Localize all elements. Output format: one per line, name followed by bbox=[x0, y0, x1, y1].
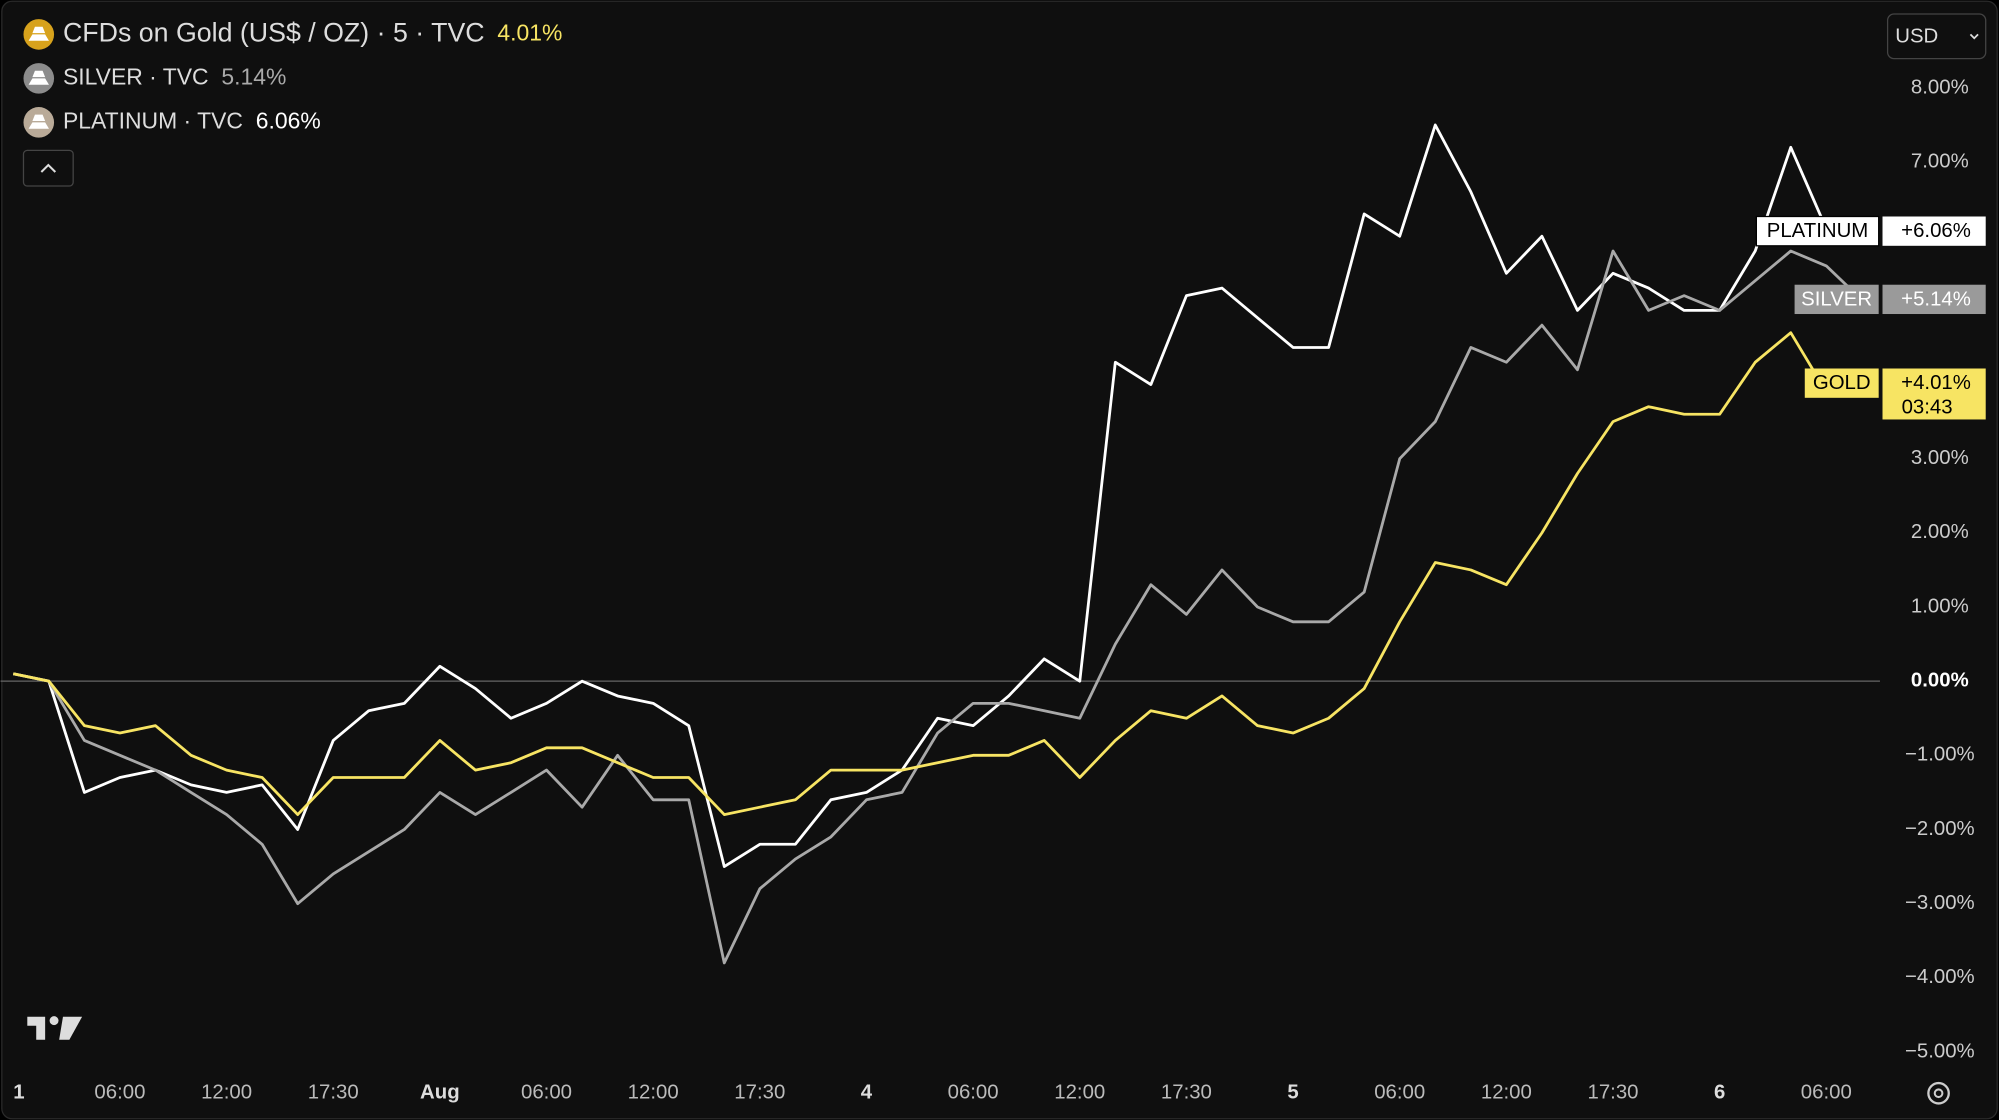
legend-name: SILVER · TVC bbox=[63, 63, 209, 89]
y-tick-label: −5.00% bbox=[1905, 1040, 1975, 1062]
y-tick-label: −2.00% bbox=[1905, 818, 1975, 840]
y-tick-label: 2.00% bbox=[1911, 521, 1969, 543]
legend-icon bbox=[23, 63, 55, 94]
tag-value-box bbox=[1882, 216, 1986, 246]
y-tick-label: 3.00% bbox=[1911, 447, 1969, 469]
x-tick-label: 06:00 bbox=[94, 1082, 145, 1104]
y-tick-label: −3.00% bbox=[1905, 892, 1975, 914]
currency-dropdown[interactable]: USD bbox=[1886, 13, 1987, 60]
collapse-button[interactable] bbox=[22, 149, 74, 187]
legend: CFDs on Gold (US$ / OZ) · 5 · TVC 4.01% SI… bbox=[23, 17, 562, 138]
x-tick-label: 1 bbox=[13, 1082, 24, 1104]
legend-label: SILVER · TVC 5.14% bbox=[63, 63, 286, 89]
x-tick-label: 06:00 bbox=[521, 1082, 572, 1104]
x-tick-label: 12:00 bbox=[201, 1082, 252, 1104]
x-tick-label: 12:00 bbox=[1054, 1082, 1105, 1104]
tag-name: SILVER bbox=[1801, 288, 1872, 310]
x-tick-label: 12:00 bbox=[1481, 1082, 1532, 1104]
legend-icon-bars bbox=[28, 70, 49, 85]
legend-change: 5.14% bbox=[221, 63, 286, 89]
x-tick-label: 06:00 bbox=[948, 1082, 999, 1104]
legend-icon-bars bbox=[28, 114, 49, 129]
x-tick-label: 06:00 bbox=[1801, 1082, 1852, 1104]
series-line bbox=[13, 249, 1863, 965]
legend-name: CFDs on Gold (US$ / OZ) · 5 · TVC bbox=[63, 17, 485, 47]
tag-value: +4.01% bbox=[1901, 372, 1971, 394]
currency-label: USD bbox=[1895, 25, 1938, 47]
legend-label: CFDs on Gold (US$ / OZ) · 5 · TVC 4.01% bbox=[63, 17, 562, 47]
legend-label: PLATINUM · TVC 6.06% bbox=[63, 107, 321, 133]
tag-name-box bbox=[1794, 284, 1879, 315]
tag-value-box bbox=[1882, 368, 1986, 420]
tag-value: +6.06% bbox=[1901, 220, 1971, 242]
x-tick-label: 17:30 bbox=[1161, 1082, 1212, 1104]
y-tick-label: 1.00% bbox=[1911, 595, 1969, 617]
series-line bbox=[13, 123, 1862, 868]
x-tick-label: 17:30 bbox=[1588, 1082, 1639, 1104]
tag-name-box bbox=[1804, 368, 1879, 398]
y-tick-label: 7.00% bbox=[1911, 150, 1969, 172]
tag-value: +5.14% bbox=[1901, 288, 1971, 310]
x-tick-label: Aug bbox=[420, 1082, 460, 1104]
tag-countdown: 03:43 bbox=[1902, 396, 1953, 418]
legend-change: 6.06% bbox=[256, 107, 321, 133]
legend-name: PLATINUM · TVC bbox=[63, 107, 243, 133]
tag-name: GOLD bbox=[1813, 372, 1871, 394]
legend-icon-bars bbox=[28, 26, 49, 41]
legend-change: 4.01% bbox=[497, 19, 562, 45]
y-tick-label: −1.00% bbox=[1905, 744, 1975, 766]
x-tick-label: 5 bbox=[1287, 1082, 1298, 1104]
settings-icon[interactable] bbox=[1927, 1081, 1950, 1105]
x-tick-label: 17:30 bbox=[308, 1082, 359, 1104]
x-tick-label: 12:00 bbox=[628, 1082, 679, 1104]
tradingview-logo bbox=[27, 1016, 83, 1040]
y-tick-label: 0.00% bbox=[1911, 670, 1969, 692]
x-tick-label: 4 bbox=[861, 1082, 873, 1104]
x-tick-label: 06:00 bbox=[1374, 1082, 1425, 1104]
y-tick-label: 8.00% bbox=[1911, 76, 1969, 98]
tag-name: PLATINUM bbox=[1767, 220, 1869, 242]
tag-value-box bbox=[1882, 284, 1986, 315]
y-tick-label: −4.00% bbox=[1905, 966, 1975, 988]
x-tick-label: 6 bbox=[1714, 1082, 1725, 1104]
tag-name-box bbox=[1755, 215, 1880, 247]
x-tick-label: 17:30 bbox=[734, 1082, 785, 1104]
series-line bbox=[13, 331, 1863, 816]
